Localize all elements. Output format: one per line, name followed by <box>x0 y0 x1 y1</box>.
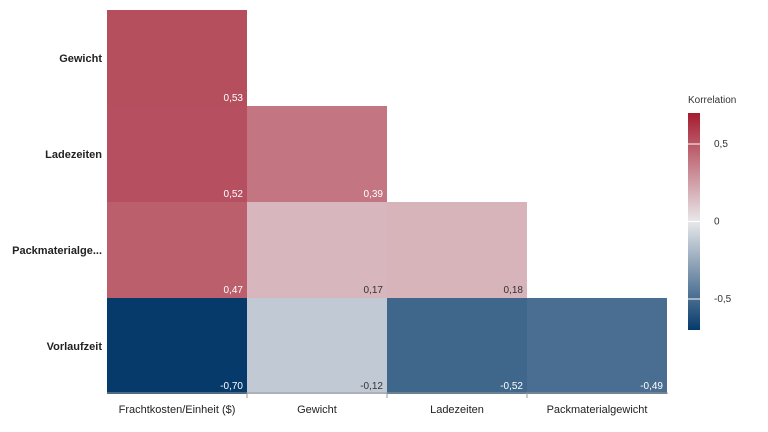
cell-value-label: -0,49 <box>640 381 663 392</box>
legend-tick-label: -0,5 <box>714 294 732 305</box>
column-label: Frachtkosten/Einheit ($) <box>119 404 236 416</box>
cell-value-label: 0,52 <box>224 189 244 200</box>
cell-value-label: 0,17 <box>364 285 384 296</box>
cell-value-label: 0,47 <box>224 285 244 296</box>
cell-value-label: 0,53 <box>224 93 244 104</box>
row-labels: Gewicht Ladezeiten Packmaterialge... Vorlau… <box>12 53 102 353</box>
heatmap-cell <box>107 10 247 106</box>
row-label: Packmaterialge... <box>12 245 102 257</box>
column-label: Gewicht <box>297 404 337 416</box>
cell-value-label: -0,12 <box>360 381 383 392</box>
heatmap-cell <box>387 298 527 394</box>
column-label: Ladezeiten <box>430 404 484 416</box>
heatmap-cell <box>247 298 387 394</box>
legend-title: Korrelation <box>688 95 736 106</box>
heatmap-cells: 0,53 0,52 0,39 0,47 0,17 0,18 -0,70 -0,12 -0,52 -… <box>107 10 667 394</box>
heatmap-cell <box>107 202 247 298</box>
cell-value-label: -0,70 <box>220 381 243 392</box>
legend-tick-label: 0,5 <box>714 139 728 150</box>
cell-value-label: 0,39 <box>364 189 384 200</box>
column-labels: Frachtkosten/Einheit ($) Gewicht Ladezeite… <box>119 393 648 416</box>
heatmap-cell <box>247 202 387 298</box>
heatmap-cell <box>527 298 667 394</box>
column-label: Packmaterialgewicht <box>547 404 648 416</box>
row-label: Vorlaufzeit <box>47 341 103 353</box>
heatmap-cell <box>107 298 247 394</box>
row-label: Ladezeiten <box>45 149 102 161</box>
legend-tick-label: 0 <box>714 217 720 228</box>
color-legend: Korrelation 0,5 0 -0,5 <box>688 95 736 330</box>
cell-value-label: 0,18 <box>504 285 524 296</box>
heatmap-cell <box>247 106 387 202</box>
row-label: Gewicht <box>59 53 102 65</box>
heatmap-cell <box>387 202 527 298</box>
cell-value-label: -0,52 <box>500 381 523 392</box>
heatmap-cell <box>107 106 247 202</box>
